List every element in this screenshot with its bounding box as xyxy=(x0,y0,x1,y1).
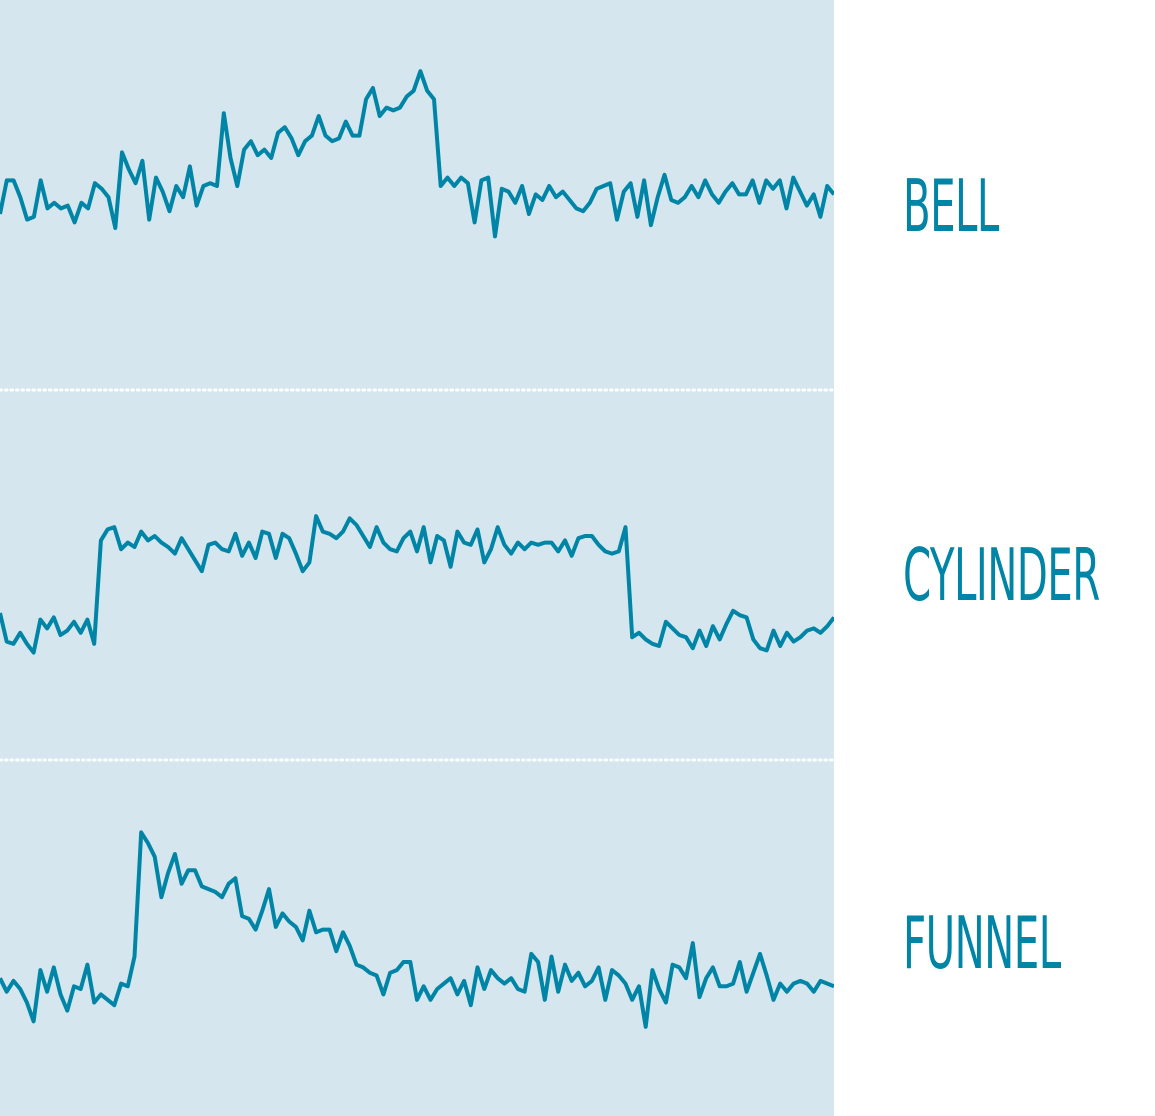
shape-label-funnel: FUNNEL xyxy=(903,901,1061,985)
shape-label-cylinder: CYLINDER xyxy=(903,533,1100,617)
chart-background xyxy=(0,0,834,1116)
sparkline-chart xyxy=(0,0,834,1116)
series-line-bell xyxy=(0,69,834,239)
series-line-funnel xyxy=(0,830,834,1029)
series-line-cylinder xyxy=(0,514,834,655)
shape-label-bell: BELL xyxy=(903,164,999,248)
chart-panel xyxy=(0,0,834,1116)
series-lines xyxy=(0,69,834,1029)
